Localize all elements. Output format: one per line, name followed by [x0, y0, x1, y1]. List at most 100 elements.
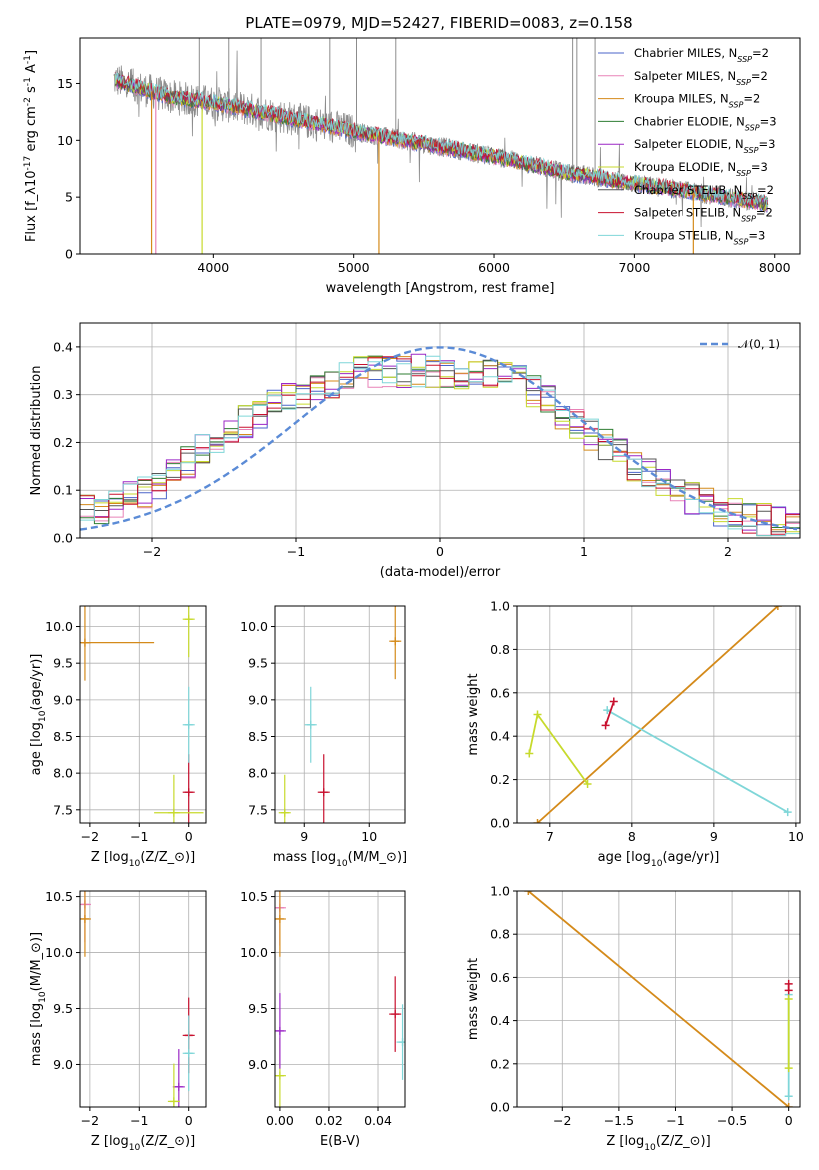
mass-weight-line-kroupa_stelib: [606, 709, 789, 813]
y-tick-label: 0.3: [53, 387, 73, 402]
x-tick-label: 9: [300, 829, 308, 844]
y-tick-label: 1.0: [490, 599, 510, 614]
legend-label: Chabrier STELIB, NSSP=2: [634, 183, 774, 201]
x-tick-label: 0: [436, 544, 444, 559]
mass-weight-marker: [784, 1064, 793, 1073]
figure-title: PLATE=0979, MJD=52427, FIBERID=0083, z=0…: [245, 14, 632, 32]
mass-weight-marker: [773, 606, 782, 610]
plot-area: [278, 606, 402, 823]
residual-histogram-salpeter_stelib: [80, 356, 800, 535]
legend-label: Kroupa STELIB, NSSP=3: [634, 228, 765, 246]
y-tick-label: 0.6: [490, 685, 510, 700]
y-tick-label: 10.5: [240, 889, 268, 904]
y-tick-label: 1.0: [490, 884, 510, 899]
data-point-marker: [280, 808, 289, 817]
y-tick-label: 10.0: [45, 945, 73, 960]
axes-frame: [79, 890, 207, 1108]
y-tick-label: 0.0: [490, 1100, 510, 1115]
x-tick-label: −2: [81, 829, 99, 844]
y-tick-label: 10.0: [240, 945, 268, 960]
legend-label: Kroupa MILES, NSSP=2: [634, 92, 760, 110]
x-tick-label: 8: [628, 829, 636, 844]
y-tick-label: 0.0: [490, 816, 510, 831]
y-tick-label: 9.0: [248, 692, 268, 707]
y-axis-label: mass weight: [466, 958, 481, 1040]
data-point-marker: [184, 615, 193, 624]
mass-weight-marker: [609, 697, 618, 706]
data-point-marker: [275, 914, 284, 923]
axes-frame: [274, 890, 406, 1108]
plot-area: [525, 606, 792, 823]
axes-frame: [516, 890, 801, 1108]
y-tick-label: 0.4: [53, 339, 73, 354]
x-tick-label: −1: [130, 1113, 148, 1128]
normal-distribution-curve: [80, 346, 798, 531]
plot-area: [80, 606, 204, 823]
x-tick-label: −1: [287, 544, 305, 559]
mass-weight-marker: [784, 1103, 793, 1107]
data-point-marker: [169, 1097, 178, 1106]
x-tick-label: −2: [553, 1113, 571, 1128]
y-axis-label: Flux [f_λ10-17 erg cm-2 s-1 A-1]: [23, 50, 39, 242]
data-point-marker: [80, 914, 89, 923]
residual-histogram-kroupa_stelib: [80, 355, 800, 537]
flux-spectrum-panel: 4000 5000 6000 7000 8000 0 5 10 15 wavelength [An…: [23, 37, 801, 296]
x-tick-label: 0.00: [266, 1113, 294, 1128]
data-point-marker: [391, 637, 400, 646]
data-point-marker: [184, 1049, 193, 1058]
mass-vs-reddening-panel: 0.00 0.02 0.04 9.0 9.5 10.0 10.5 E(B-V): [240, 889, 406, 1149]
y-tick-label: 0.1: [53, 483, 73, 498]
y-tick-label: 8.0: [53, 766, 73, 781]
x-axis-label: wavelength [Angstrom, rest frame]: [326, 281, 555, 296]
x-axis-label: (data-model)/error: [380, 565, 501, 580]
data-point-marker: [319, 788, 328, 797]
legend-label: Kroupa ELODIE, NSSP=3: [634, 160, 768, 178]
y-tick-label: 9.5: [248, 1001, 268, 1016]
y-axis-label: age [log10(age/yr)]: [29, 654, 48, 776]
age-vs-mass-panel: 9 10 7.5 8.0 8.5 9.0 9.5 10.0 mass [log10(M/M_⊙)…: [240, 605, 407, 869]
x-axis-label: E(B-V): [320, 1134, 360, 1149]
x-tick-label: −2: [81, 1113, 99, 1128]
x-axis-label: Z [log10(Z/Z_⊙)]: [606, 1134, 710, 1153]
age-vs-metallicity-panel: −2 −1 0 7.5 8.0 8.5 9.0 9.5 10.0 Z [log10(Z/Z_⊙)]…: [29, 605, 207, 869]
y-tick-label: 10: [57, 133, 73, 148]
x-tick-label: 8000: [759, 260, 791, 275]
axes-frame: [274, 605, 406, 824]
mass-weight-marker: [783, 808, 792, 817]
data-point-marker: [174, 1082, 183, 1091]
x-axis-label: mass [log10(M/M_⊙)]: [273, 850, 407, 869]
x-tick-label: 0: [785, 1113, 793, 1128]
x-tick-label: 1: [580, 544, 588, 559]
data-point-marker: [391, 1010, 400, 1019]
data-point-marker: [169, 808, 178, 817]
y-tick-label: 0.6: [490, 970, 510, 985]
x-tick-label: 10: [361, 829, 377, 844]
x-axis-label: Z [log10(Z/Z_⊙)]: [91, 1134, 195, 1153]
y-tick-label: 0.2: [490, 772, 510, 787]
mass-weight-line-kroupa_miles: [536, 606, 779, 823]
mass-weight-marker: [525, 749, 534, 758]
legend-label: Chabrier ELODIE, NSSP=3: [634, 114, 777, 131]
x-tick-label: 5000: [338, 260, 370, 275]
legend-label: 𝒩(0, 1): [738, 337, 780, 351]
plot-area: [80, 346, 800, 537]
y-tick-label: 9.5: [53, 1001, 73, 1016]
data-point-marker: [80, 638, 89, 647]
y-tick-label: 0.0: [53, 531, 73, 546]
y-tick-label: 9.0: [53, 1057, 73, 1072]
axes-frame: [79, 605, 207, 824]
data-point-marker: [306, 720, 315, 729]
plot-area: [275, 891, 405, 1107]
x-axis-label: Z [log10(Z/Z_⊙)]: [91, 850, 195, 869]
legend-label: Chabrier MILES, NSSP=2: [634, 46, 769, 64]
data-point-marker: [184, 788, 193, 797]
y-tick-label: 8.5: [248, 729, 268, 744]
mass-weight-marker: [533, 819, 542, 823]
legend-label: Salpeter ELODIE, NSSP=3: [634, 137, 775, 155]
data-point-marker: [184, 720, 193, 729]
y-tick-label: 0.8: [490, 642, 510, 657]
y-axis-label: mass weight: [466, 673, 481, 755]
axes-frame: [79, 322, 801, 539]
x-tick-label: 9: [710, 829, 718, 844]
x-tick-label: 7: [546, 829, 554, 844]
